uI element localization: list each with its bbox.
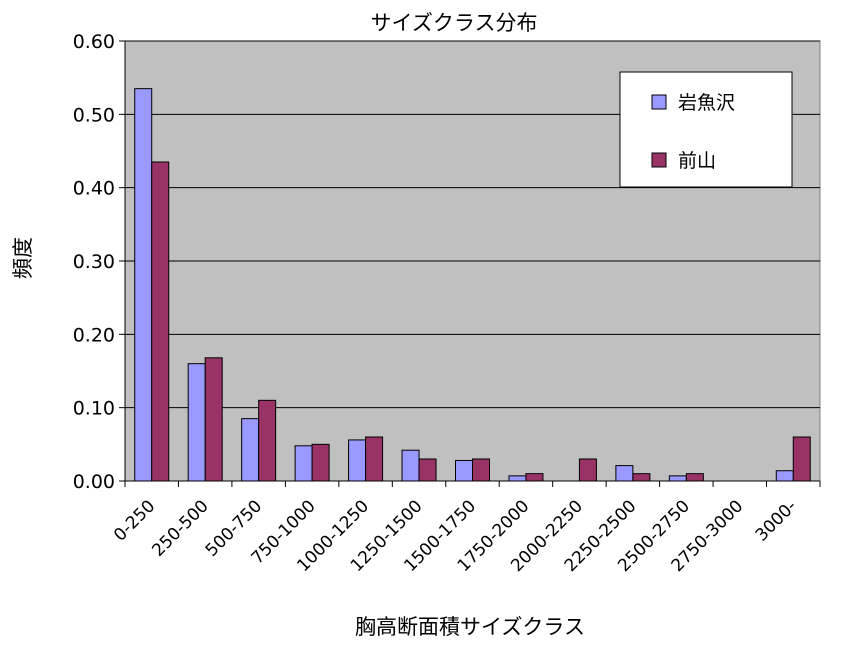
y-tick-label: 0.60 [73, 31, 115, 53]
bar-series2 [632, 473, 651, 482]
bar-series2 [311, 443, 330, 482]
bar-series2 [525, 473, 544, 482]
bar-series1 [775, 470, 794, 482]
bar-series2 [365, 436, 384, 482]
y-tick-label: 0.50 [73, 104, 115, 126]
chart-title: サイズクラス分布 [371, 11, 538, 35]
x-tick-label: 0-250 [110, 496, 159, 545]
bar-series2 [685, 473, 704, 482]
bar-series1 [401, 449, 420, 482]
bar-series2 [258, 399, 277, 482]
bar-series2 [418, 458, 437, 482]
legend-box [619, 71, 793, 188]
legend-swatch [651, 152, 667, 168]
y-axis-label: 頻度 [11, 237, 35, 279]
x-tick-label: 250-500 [148, 496, 212, 560]
bar-series1 [615, 465, 634, 482]
legend-label: 前山 [678, 150, 716, 172]
gridlines [125, 40, 820, 409]
bar-series2 [792, 436, 811, 482]
y-tick-label: 0.40 [73, 178, 115, 200]
y-tick-label: 0.30 [73, 251, 115, 273]
bar-series1 [134, 88, 153, 482]
legend-swatch [651, 94, 667, 110]
x-tick-label: 3000- [752, 496, 801, 545]
bars [134, 88, 811, 482]
y-tick-label: 0.20 [73, 324, 115, 346]
bar-series1 [294, 445, 313, 482]
bar-series1 [668, 475, 687, 482]
x-axis-label: 胸高断面積サイズクラス [355, 615, 585, 639]
bar-series2 [204, 357, 223, 482]
bar-series2 [578, 458, 597, 482]
bar-series1 [187, 363, 206, 482]
x-axis-ticks: 0-250250-500500-750750-10001000-12501250… [110, 481, 821, 576]
bar-series1 [348, 439, 367, 482]
bar-series2 [472, 458, 490, 482]
legend-label: 岩魚沢 [678, 92, 735, 114]
y-tick-label: 0.10 [73, 398, 115, 420]
y-tick-label: 0.00 [73, 471, 115, 493]
bar-series1 [241, 418, 260, 482]
bar-series2 [151, 161, 170, 482]
bar-series1 [455, 459, 473, 482]
bar-series1 [508, 475, 527, 482]
